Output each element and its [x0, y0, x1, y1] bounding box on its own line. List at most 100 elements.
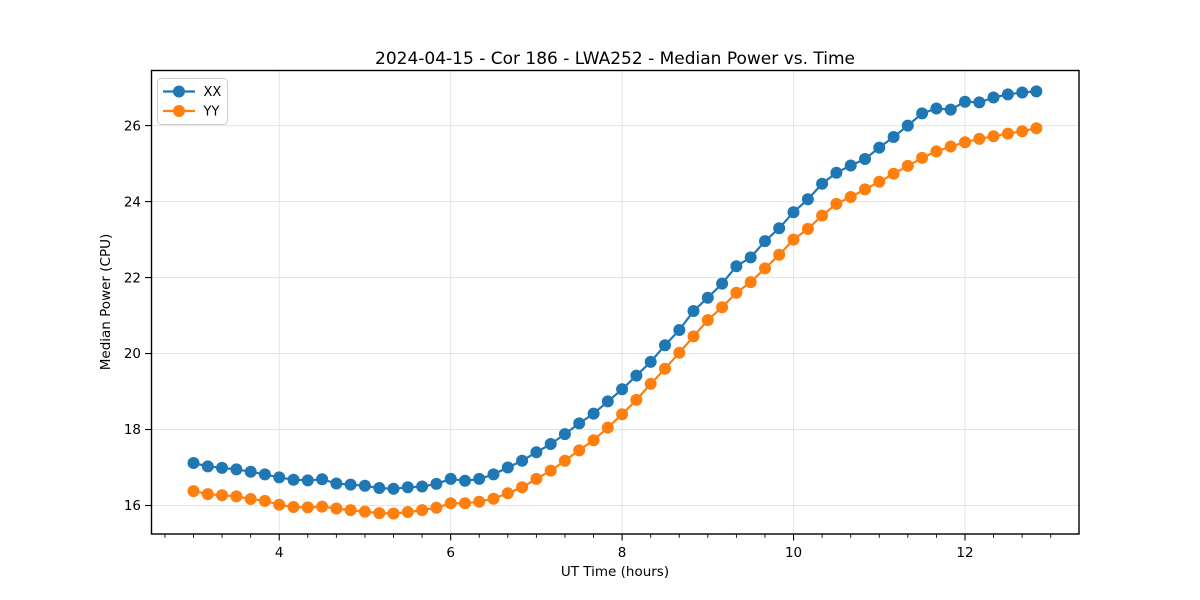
data-point-xx	[1001, 88, 1014, 101]
y-tick-label: 20	[124, 346, 141, 362]
data-point-yy	[1030, 122, 1043, 135]
data-point-yy	[416, 504, 429, 517]
data-point-xx	[501, 461, 514, 474]
data-point-xx	[973, 96, 986, 109]
data-point-yy	[187, 485, 200, 498]
data-point-yy	[959, 136, 971, 149]
data-point-yy	[301, 501, 314, 514]
data-point-yy	[401, 506, 414, 518]
data-point-xx	[830, 166, 843, 179]
data-point-xx	[773, 222, 786, 235]
data-point-xx	[716, 277, 729, 290]
plot-frame	[150, 69, 1080, 535]
data-point-yy	[444, 497, 457, 510]
legend-label-xx: XX	[204, 85, 222, 100]
data-point-xx	[901, 119, 914, 132]
data-point-yy	[873, 175, 886, 188]
data-point-xx	[601, 395, 614, 408]
data-point-xx	[358, 479, 371, 492]
data-point-yy	[273, 498, 286, 511]
data-point-xx	[544, 438, 557, 450]
data-point-yy	[630, 393, 643, 406]
data-point-yy	[859, 183, 871, 196]
data-point-xx	[859, 153, 871, 165]
legend-label-yy: YY	[203, 105, 220, 120]
data-point-xx	[387, 482, 400, 495]
data-point-xx	[644, 355, 657, 368]
data-point-yy	[330, 502, 343, 515]
data-point-yy	[1001, 127, 1014, 140]
x-axis-label: UT Time (hours)	[561, 564, 669, 580]
data-point-xx	[516, 454, 529, 467]
data-point-yy	[787, 233, 800, 246]
data-point-xx	[473, 472, 486, 485]
data-point-yy	[973, 132, 986, 145]
data-point-xx	[1030, 85, 1043, 98]
data-point-yy	[573, 444, 586, 457]
data-point-yy	[201, 488, 214, 501]
data-point-yy	[244, 493, 257, 505]
data-point-xx	[744, 251, 757, 264]
data-point-yy	[459, 497, 471, 510]
x-tick-label: 4	[275, 545, 284, 561]
data-point-yy	[501, 487, 514, 500]
data-point-xx	[844, 159, 857, 172]
data-point-xx	[430, 477, 443, 490]
data-point-xx	[687, 305, 700, 317]
data-point-xx	[444, 472, 457, 485]
data-point-xx	[930, 102, 943, 115]
data-point-yy	[759, 262, 771, 275]
data-point-xx	[944, 103, 957, 116]
data-point-yy	[687, 330, 700, 343]
data-point-yy	[887, 167, 900, 180]
data-point-yy	[601, 421, 614, 434]
data-point-yy	[830, 197, 843, 210]
data-point-xx	[401, 481, 414, 494]
data-point-xx	[301, 474, 314, 487]
data-point-xx	[287, 473, 300, 486]
data-point-xx	[873, 141, 886, 154]
data-point-xx	[887, 131, 900, 143]
data-point-yy	[816, 209, 829, 222]
data-point-xx	[816, 177, 829, 190]
data-point-xx	[987, 91, 1000, 104]
data-point-xx	[730, 260, 743, 273]
data-point-xx	[916, 107, 929, 120]
data-point-yy	[373, 507, 386, 520]
series-line-yy	[193, 127, 1037, 515]
y-tick-label: 16	[124, 498, 141, 514]
data-point-yy	[430, 501, 443, 514]
y-tick-label: 24	[124, 194, 141, 210]
data-point-yy	[216, 489, 228, 502]
data-point-xx	[459, 474, 471, 487]
data-point-xx	[487, 468, 500, 481]
legend	[157, 78, 228, 125]
x-tick-label: 6	[446, 545, 455, 561]
data-point-yy	[287, 501, 300, 513]
y-tick-label: 18	[124, 422, 141, 438]
data-point-yy	[901, 159, 914, 172]
data-point-xx	[801, 193, 814, 206]
x-tick-label: 8	[618, 545, 627, 561]
data-point-yy	[673, 346, 686, 359]
legend-sample-marker	[173, 105, 185, 117]
chart-title: 2024-04-15 - Cor 186 - LWA252 - Median P…	[375, 49, 855, 69]
data-point-yy	[844, 191, 857, 203]
data-point-yy	[1016, 125, 1029, 138]
data-point-xx	[530, 446, 543, 459]
data-point-xx	[759, 235, 771, 248]
x-tick-label: 12	[956, 545, 973, 561]
data-point-yy	[558, 454, 571, 467]
series-yy	[187, 122, 1043, 520]
data-point-yy	[930, 145, 943, 158]
data-point-yy	[487, 492, 500, 505]
data-point-yy	[987, 130, 1000, 143]
legend-sample-marker	[173, 85, 185, 98]
y-axis-label: Median Power (CPU)	[98, 234, 114, 370]
data-point-yy	[344, 504, 357, 517]
data-point-xx	[416, 480, 429, 493]
data-point-yy	[530, 472, 543, 485]
data-point-xx	[558, 428, 571, 441]
